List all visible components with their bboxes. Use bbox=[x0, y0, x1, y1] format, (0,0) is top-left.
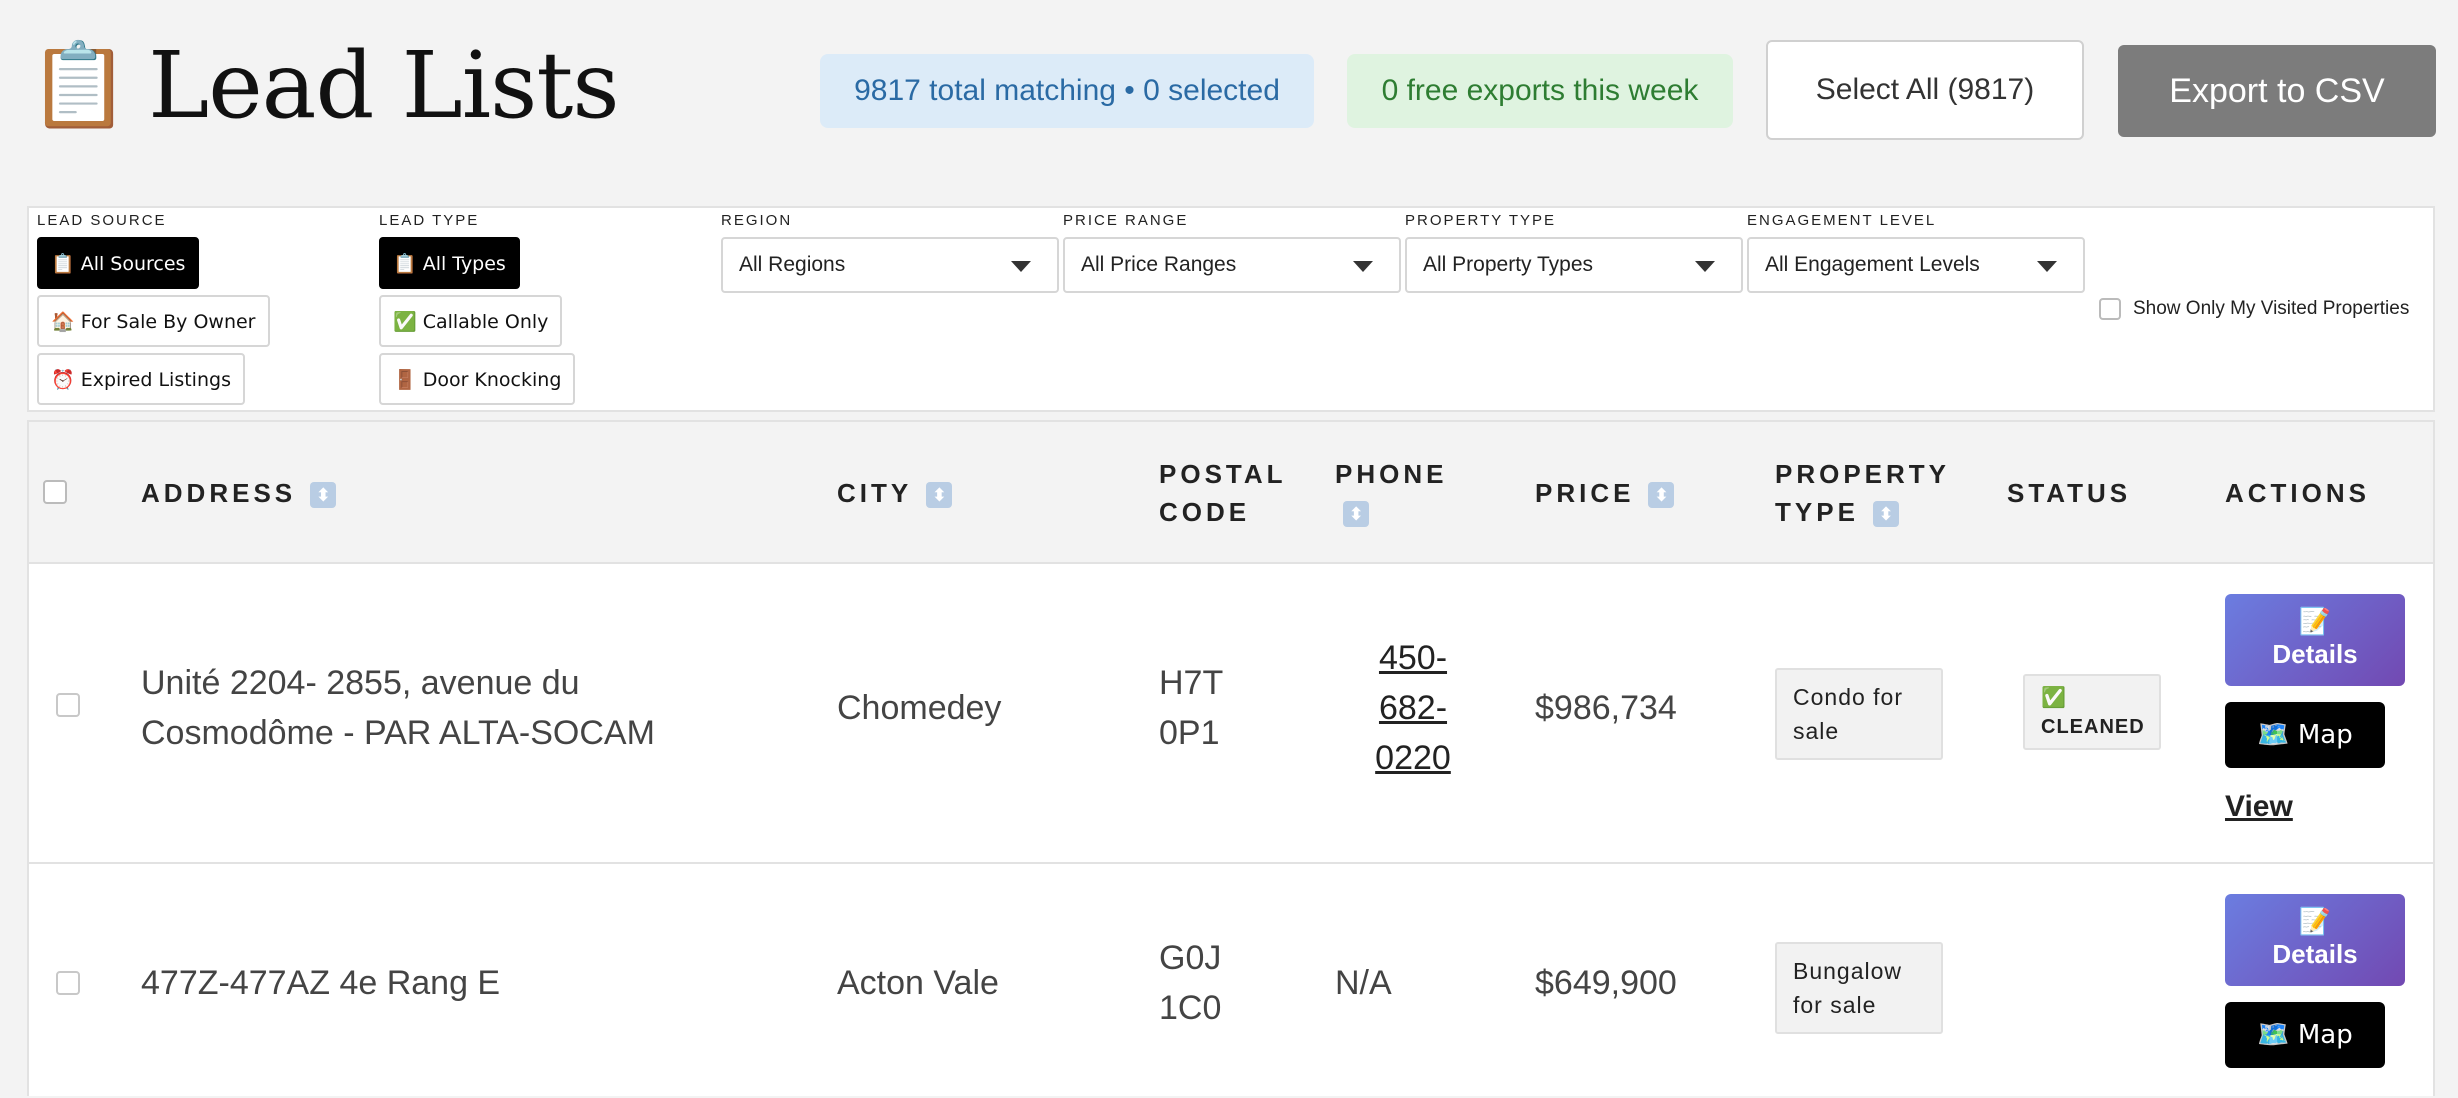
region-select[interactable]: All Regions bbox=[721, 237, 1059, 293]
visited-only-toggle[interactable]: Show Only My Visited Properties bbox=[2099, 298, 2409, 320]
price-range-label: PRICE RANGE bbox=[1063, 212, 1189, 229]
memo-icon: 📝 bbox=[2298, 907, 2332, 937]
table-row: 477Z-477AZ 4e Rang E Acton Vale G0J 1C0 … bbox=[29, 864, 2433, 1098]
engagement-level-select-value: All Engagement Levels bbox=[1765, 253, 1980, 276]
view-link[interactable]: View bbox=[2225, 790, 2293, 823]
chevron-down-icon bbox=[1353, 261, 1373, 272]
column-header-status: STATUS bbox=[2007, 478, 2132, 508]
phone-link[interactable]: 450- 682- 0220 bbox=[1375, 639, 1451, 777]
lead-source-all-chip[interactable]: 📋 All Sources bbox=[37, 237, 200, 289]
address-cell: 477Z-477AZ 4e Rang E bbox=[141, 964, 501, 1002]
property-type-select-value: All Property Types bbox=[1423, 253, 1594, 276]
sort-icon[interactable]: ⬍ bbox=[1872, 501, 1899, 528]
sort-icon[interactable]: ⬍ bbox=[1648, 482, 1675, 509]
row-select-checkbox[interactable] bbox=[56, 971, 80, 995]
price-cell: $986,734 bbox=[1535, 689, 1677, 727]
chevron-down-icon bbox=[2037, 261, 2057, 272]
lead-source-label: LEAD SOURCE bbox=[37, 212, 167, 229]
select-all-button[interactable]: Select All (9817) bbox=[1766, 40, 2084, 140]
details-button[interactable]: 📝 Details bbox=[2225, 594, 2405, 686]
column-header-actions: ACTIONS bbox=[2225, 478, 2370, 508]
row-select-checkbox[interactable] bbox=[56, 693, 80, 717]
region-select-value: All Regions bbox=[739, 253, 846, 276]
total-matching-badge: 9817 total matching • 0 selected bbox=[820, 54, 1314, 128]
lead-type-callable-chip[interactable]: ✅ Callable Only bbox=[379, 295, 563, 347]
lead-source-fsbo-chip[interactable]: 🏠 For Sale By Owner bbox=[37, 295, 270, 347]
sort-icon[interactable]: ⬍ bbox=[310, 482, 337, 509]
status-badge: ✅ CLEANED bbox=[2023, 674, 2161, 750]
lead-source-expired-chip[interactable]: ⏰ Expired Listings bbox=[37, 353, 245, 405]
map-button[interactable]: 🗺️ Map bbox=[2225, 1002, 2385, 1068]
city-cell: Chomedey bbox=[837, 689, 1002, 727]
phone-cell: N/A bbox=[1335, 964, 1392, 1002]
column-header-property-type[interactable]: PROPERTY TYPE ⬍ bbox=[1775, 459, 1951, 528]
table-row: Unité 2204- 2855, avenue du Cosmodôme - … bbox=[29, 562, 2433, 864]
sort-icon[interactable]: ⬍ bbox=[1343, 501, 1369, 528]
property-type-label: PROPERTY TYPE bbox=[1405, 212, 1557, 229]
filters-panel: LEAD SOURCE 📋 All Sources 🏠 For Sale By … bbox=[27, 206, 2435, 412]
property-type-badge: Bungalow for sale bbox=[1775, 942, 1943, 1034]
lead-type-all-chip[interactable]: 📋 All Types bbox=[379, 237, 520, 289]
city-cell: Acton Vale bbox=[837, 964, 999, 1002]
lead-type-door-knocking-chip[interactable]: 🚪 Door Knocking bbox=[379, 353, 576, 405]
memo-icon: 📝 bbox=[2298, 607, 2332, 637]
column-header-postal-code: POSTAL CODE bbox=[1159, 459, 1287, 527]
price-range-select[interactable]: All Price Ranges bbox=[1063, 237, 1401, 293]
column-header-address[interactable]: ADDRESS ⬍ bbox=[141, 474, 337, 512]
postal-code-cell: H7T 0P1 bbox=[1159, 664, 1224, 752]
page-header: 📋 Lead Lists 9817 total matching • 0 sel… bbox=[0, 0, 2458, 190]
engagement-level-select[interactable]: All Engagement Levels bbox=[1747, 237, 2085, 293]
chevron-down-icon bbox=[1695, 261, 1715, 272]
region-label: REGION bbox=[721, 212, 793, 229]
price-cell: $649,900 bbox=[1535, 964, 1677, 1002]
select-all-rows-checkbox[interactable] bbox=[43, 480, 67, 504]
clipboard-icon: 📋 bbox=[28, 38, 131, 133]
status-text: CLEANED bbox=[2041, 716, 2145, 738]
column-header-city[interactable]: CITY ⬍ bbox=[837, 474, 953, 512]
lead-type-label: LEAD TYPE bbox=[379, 212, 480, 229]
visited-only-checkbox[interactable] bbox=[2099, 298, 2121, 320]
sort-icon[interactable]: ⬍ bbox=[926, 482, 953, 509]
property-type-select[interactable]: All Property Types bbox=[1405, 237, 1743, 293]
address-cell: Unité 2204- 2855, avenue du Cosmodôme - … bbox=[141, 664, 655, 752]
engagement-level-label: ENGAGEMENT LEVEL bbox=[1747, 212, 1937, 229]
export-csv-button[interactable]: Export to CSV bbox=[2118, 45, 2436, 137]
check-icon: ✅ bbox=[2041, 685, 2067, 709]
map-button[interactable]: 🗺️ Map bbox=[2225, 702, 2385, 768]
postal-code-cell: G0J 1C0 bbox=[1159, 939, 1222, 1027]
visited-only-label: Show Only My Visited Properties bbox=[2133, 298, 2410, 319]
page-title: Lead Lists bbox=[148, 32, 619, 139]
column-header-phone[interactable]: PHONE ⬍ bbox=[1335, 455, 1447, 531]
leads-table: ADDRESS ⬍ CITY ⬍ POSTAL CODE PHONE ⬍ PRICE… bbox=[27, 420, 2435, 1096]
free-exports-badge: 0 free exports this week bbox=[1347, 54, 1733, 128]
chevron-down-icon bbox=[1011, 261, 1031, 272]
property-type-badge: Condo for sale bbox=[1775, 668, 1943, 760]
page-title-group: 📋 Lead Lists bbox=[28, 32, 620, 139]
table-header: ADDRESS ⬍ CITY ⬍ POSTAL CODE PHONE ⬍ PRICE… bbox=[29, 422, 2433, 564]
price-range-select-value: All Price Ranges bbox=[1081, 253, 1237, 276]
column-header-price[interactable]: PRICE ⬍ bbox=[1535, 474, 1675, 512]
details-button[interactable]: 📝 Details bbox=[2225, 894, 2405, 986]
